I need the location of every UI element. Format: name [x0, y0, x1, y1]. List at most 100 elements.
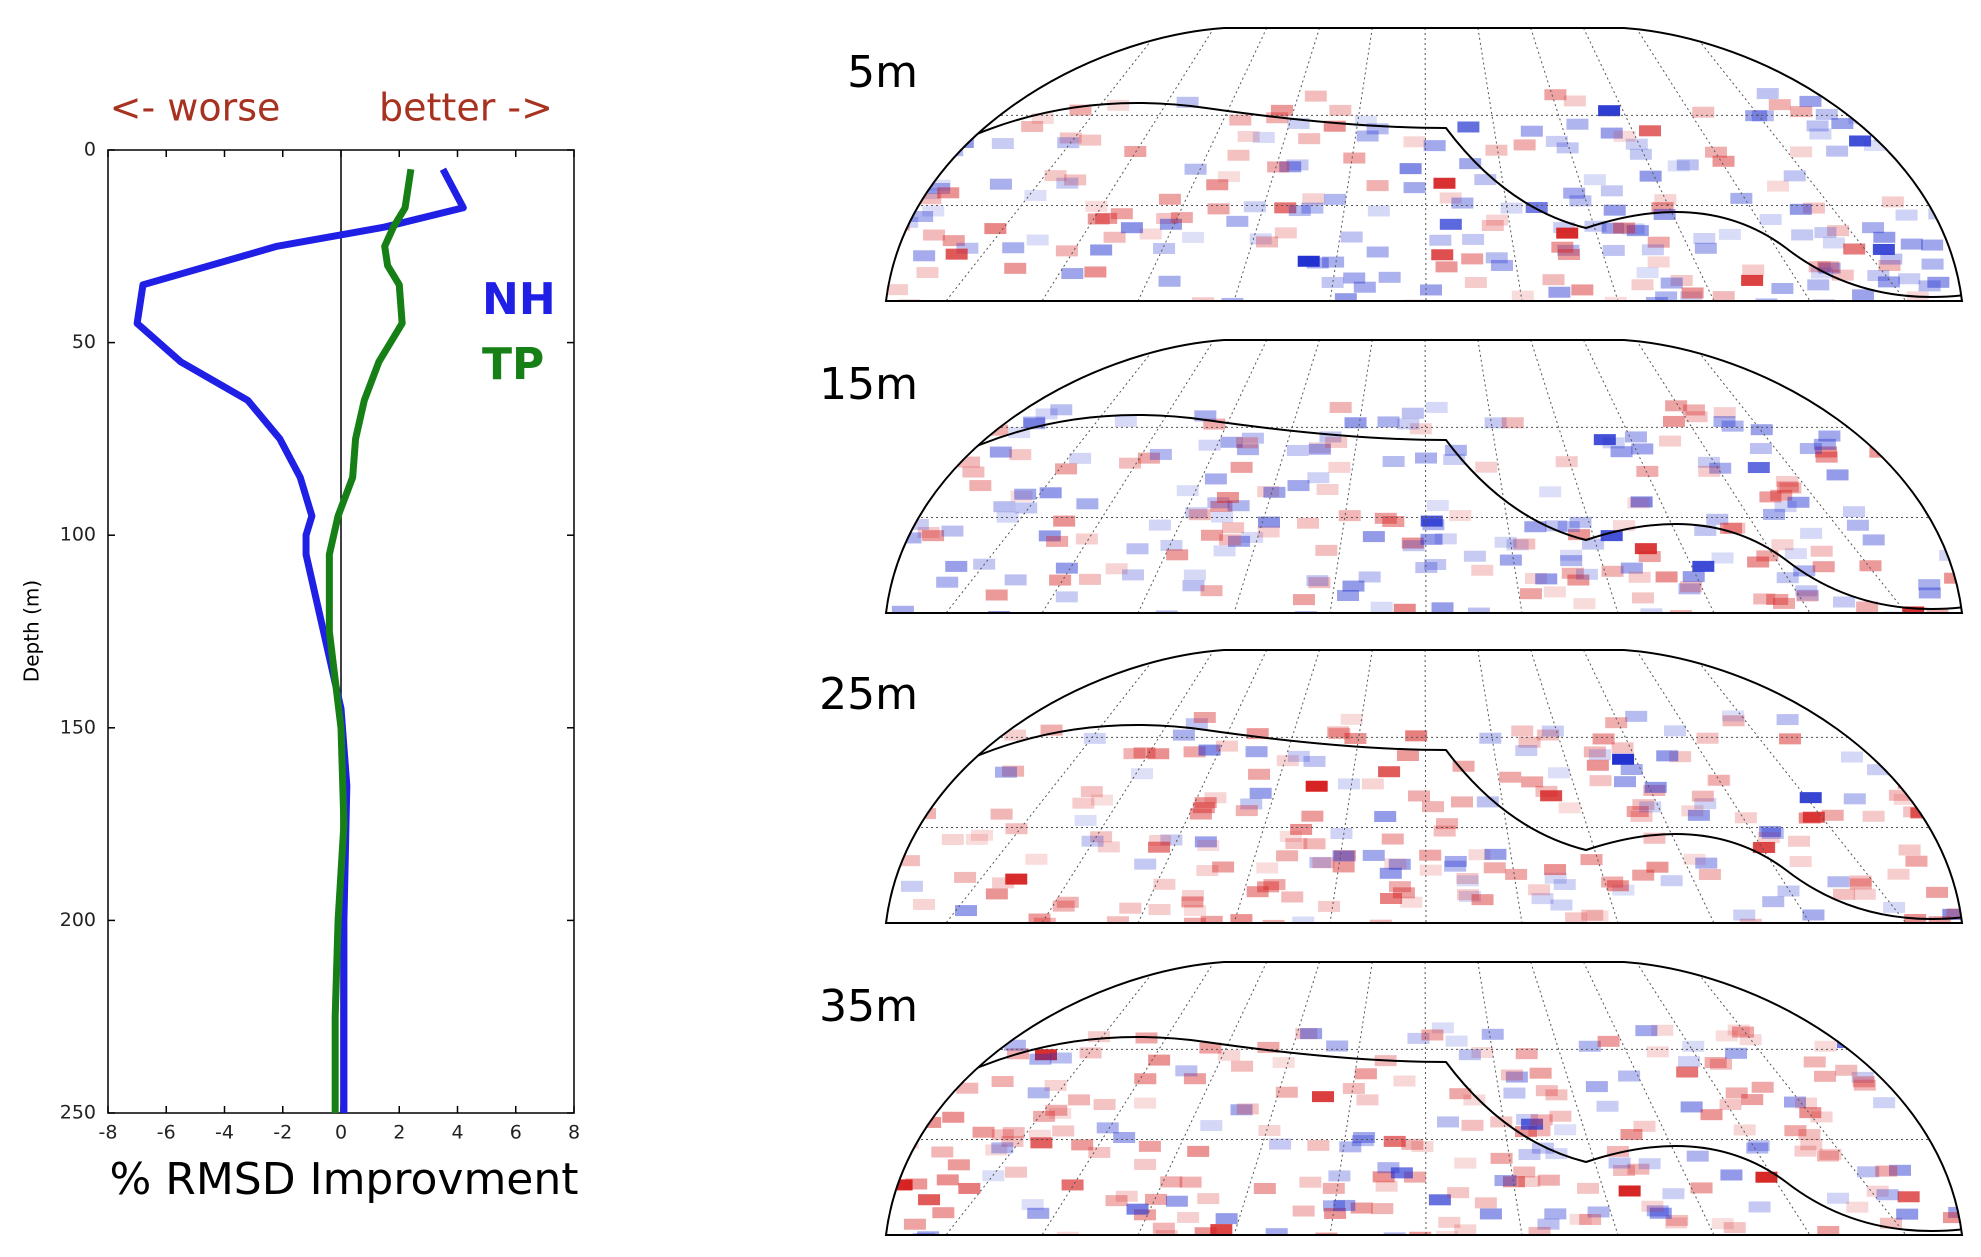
map-cell	[1920, 753, 1943, 765]
map-cell	[1831, 269, 1854, 281]
map-cell	[1333, 1199, 1356, 1211]
map-cell	[1676, 159, 1699, 171]
map-cell	[1411, 1141, 1434, 1153]
map-cell	[1270, 104, 1293, 116]
map-cell	[1002, 1127, 1025, 1139]
map-cell	[1464, 276, 1487, 288]
map-cell	[1810, 545, 1833, 557]
map-cell	[1182, 580, 1205, 592]
map-cell	[1245, 746, 1268, 758]
map-cell	[1079, 134, 1102, 146]
map-cell	[1308, 442, 1331, 454]
map-cell	[1494, 536, 1517, 548]
map-cell	[1501, 417, 1524, 429]
map-cell	[1789, 203, 1812, 215]
map-cell	[1712, 291, 1735, 301]
map-cell	[1030, 1137, 1053, 1149]
map-cell	[902, 1096, 925, 1108]
map-cell	[1641, 1200, 1664, 1212]
map-cell	[1383, 1135, 1406, 1147]
map-cell	[1747, 462, 1770, 474]
meridian	[1137, 650, 1268, 923]
map-cell	[1023, 416, 1046, 428]
map-cell	[1751, 1081, 1774, 1093]
map-cell	[1827, 225, 1850, 237]
map-cell	[1397, 418, 1420, 430]
map-cell	[1322, 256, 1345, 268]
map-cell	[1790, 106, 1813, 118]
map-cell	[1378, 766, 1401, 778]
map-cell	[1846, 1201, 1869, 1213]
map-cell	[1194, 797, 1217, 809]
map-cell	[1587, 1206, 1610, 1218]
map-cell	[1900, 238, 1923, 250]
map-cell	[989, 178, 1012, 190]
map-cell	[1403, 1171, 1426, 1183]
map-cell	[1783, 170, 1806, 182]
map-cell	[1903, 806, 1926, 818]
y-tick-label: 50	[72, 331, 96, 353]
map-cell	[1219, 534, 1242, 546]
map-cell	[1039, 487, 1062, 499]
map-cell	[1085, 200, 1108, 212]
map-cell	[1694, 798, 1717, 810]
map-cell	[1581, 909, 1604, 921]
map-cell	[1739, 1034, 1762, 1046]
map-cell	[1027, 1207, 1050, 1219]
map-cell	[1876, 710, 1899, 722]
map-cell	[1708, 774, 1731, 786]
map-cell	[991, 1142, 1014, 1154]
map-cell	[1179, 1176, 1202, 1188]
map-cell	[1800, 1139, 1823, 1151]
map-cell	[1279, 831, 1302, 843]
map-cell	[1262, 919, 1285, 923]
map-cell	[1080, 786, 1103, 798]
map-cell	[1613, 130, 1636, 142]
map-cell	[1381, 833, 1404, 845]
map-cell	[1107, 99, 1130, 111]
map-cell	[1747, 1140, 1770, 1152]
map-cell	[1378, 271, 1401, 283]
map-cell	[1784, 548, 1807, 560]
map-cell	[1604, 296, 1627, 301]
map-cell	[1746, 1142, 1769, 1154]
map-cell	[1075, 533, 1098, 545]
map-cell	[1451, 197, 1474, 209]
map-cell	[1877, 276, 1900, 288]
meridian	[1583, 28, 1715, 301]
map-cell	[1200, 1120, 1223, 1132]
map-cell	[1382, 455, 1405, 467]
map-cell	[1148, 904, 1171, 916]
map-cell	[1840, 719, 1863, 731]
meridian	[1233, 962, 1320, 1235]
map-panel: 5m	[847, 27, 1964, 302]
map-cell	[1420, 515, 1443, 527]
map-cell	[1459, 158, 1482, 170]
map-cell	[1540, 790, 1563, 802]
map-cell	[1707, 774, 1730, 786]
map-cell	[1033, 1110, 1056, 1122]
map-cell	[1646, 861, 1669, 873]
map-cell	[1624, 431, 1647, 443]
map-cell	[1544, 864, 1567, 876]
map-cell	[1249, 787, 1272, 799]
map-cell	[1034, 1049, 1057, 1061]
map-cell	[991, 1129, 1014, 1141]
map-cell	[972, 1126, 995, 1138]
map-cell	[1231, 1060, 1254, 1072]
map-cell	[928, 726, 951, 738]
map-cell	[1396, 750, 1419, 762]
meridian	[1583, 650, 1715, 923]
map-cell	[1851, 1071, 1874, 1083]
y-tick-label: 0	[84, 139, 96, 161]
map-cell	[1084, 266, 1107, 278]
map-cell	[1548, 286, 1571, 298]
map-cell	[1269, 1138, 1292, 1150]
map-cell	[1053, 515, 1076, 527]
map-cell	[1026, 234, 1049, 246]
map-cell	[1833, 596, 1856, 608]
map-cell	[1766, 593, 1789, 605]
map-outline	[884, 27, 1964, 302]
map-cell	[1206, 179, 1229, 191]
